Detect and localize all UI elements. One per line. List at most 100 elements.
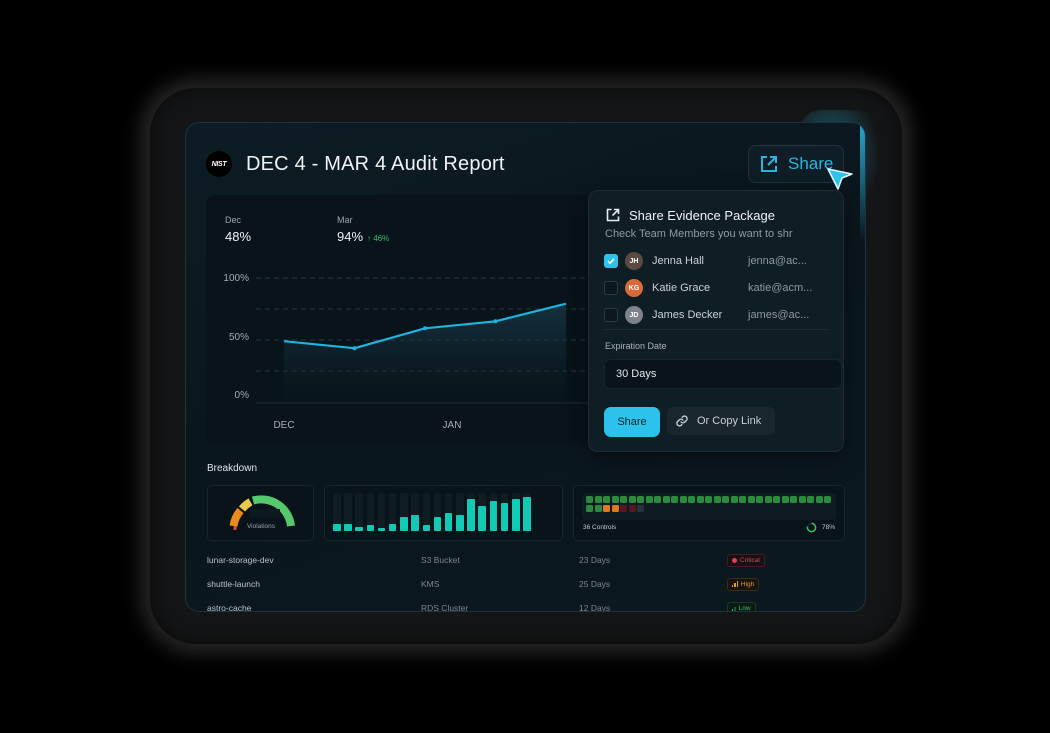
- share-evidence-popup: Share Evidence Package Check Team Member…: [588, 190, 844, 452]
- member-email: james@ac...: [748, 309, 810, 321]
- control-status-square: [739, 496, 746, 503]
- violations-gauge: Violations: [229, 495, 295, 531]
- popup-divider: [604, 329, 828, 330]
- member-email: jenna@ac...: [748, 255, 807, 267]
- bar: [456, 493, 464, 531]
- resource-name: astro-cache: [207, 603, 252, 612]
- external-share-icon: [761, 156, 777, 172]
- member-row-jenna[interactable]: JH Jenna Hall jenna@ac...: [604, 251, 834, 271]
- x-tick-jan: JAN: [443, 420, 462, 431]
- avatar: KG: [625, 279, 643, 297]
- bar: [444, 493, 453, 531]
- resource-age: 12 Days: [579, 603, 611, 612]
- control-status-square: [713, 496, 721, 503]
- control-status-square: [637, 496, 644, 503]
- bar: [344, 493, 352, 531]
- progress-ring-icon: [806, 522, 817, 533]
- line-chart: 100% 50% 0% DEC JAN: [223, 273, 606, 431]
- bar: [500, 493, 509, 531]
- control-status-square: [628, 505, 636, 512]
- resource-type: KMS: [421, 579, 440, 589]
- member-name: Katie Grace: [652, 282, 711, 294]
- popup-subtitle: Check Team Members you want to shr: [605, 228, 793, 240]
- control-status-square: [773, 496, 780, 503]
- control-status-square: [594, 496, 602, 503]
- signal-low-icon: [732, 605, 736, 611]
- gauge-label: Violations: [247, 523, 276, 530]
- breakdown-heading: Breakdown: [207, 463, 258, 474]
- control-status-square: [696, 496, 704, 503]
- bar: [523, 493, 531, 531]
- resource-name: shuttle-launch: [207, 579, 260, 589]
- resource-row[interactable]: shuttle-launch KMS 25 Days High: [207, 577, 847, 591]
- cursor-pointer-icon: [827, 168, 853, 190]
- popup-share-button[interactable]: Share: [604, 407, 660, 437]
- external-share-icon: [606, 208, 620, 222]
- bar: [400, 493, 408, 531]
- bar: [512, 493, 520, 531]
- control-status-square: [815, 496, 823, 503]
- bar: [377, 493, 386, 531]
- control-status-square: [662, 496, 670, 503]
- avatar: JD: [625, 306, 643, 324]
- control-status-square: [798, 496, 806, 503]
- stat-mar: Mar 94% ↑ 46%: [337, 215, 389, 244]
- check-icon: [607, 258, 615, 265]
- resource-type: S3 Bucket: [421, 555, 460, 565]
- expiration-select[interactable]: 30 Days: [604, 359, 842, 389]
- arrow-up-icon: ↑: [367, 234, 372, 243]
- member-row-katie[interactable]: KG Katie Grace katie@acm...: [604, 278, 834, 298]
- control-status-square: [603, 496, 610, 503]
- control-status-square: [688, 496, 695, 503]
- bar: [422, 493, 430, 531]
- share-button[interactable]: Share: [748, 145, 844, 183]
- bar: [433, 493, 442, 531]
- data-point[interactable]: [493, 319, 498, 324]
- control-status-square: [781, 496, 789, 503]
- bar: [467, 493, 475, 531]
- report-header: NIST DEC 4 - MAR 4 Audit Report: [206, 151, 505, 177]
- severity-badge: Critical: [727, 553, 765, 567]
- bar-chart: [333, 493, 531, 531]
- member-row-james[interactable]: JD James Decker james@ac...: [604, 305, 834, 325]
- compliance-chart-panel: Dec 48% Mar 94% ↑ 46%: [206, 195, 606, 445]
- avatar: JH: [625, 252, 643, 270]
- control-status-square: [637, 505, 644, 512]
- resource-row[interactable]: lunar-storage-dev S3 Bucket 23 Days Crit…: [207, 553, 847, 567]
- control-status-square: [645, 496, 653, 503]
- control-status-square: [654, 496, 661, 503]
- y-tick-100: 100%: [223, 273, 249, 284]
- bar: [489, 493, 498, 531]
- resource-age: 23 Days: [579, 555, 611, 565]
- member-checkbox[interactable]: [604, 308, 618, 322]
- data-point[interactable]: [352, 346, 357, 351]
- data-point[interactable]: [423, 326, 427, 331]
- bar: [388, 493, 397, 531]
- bar: [333, 493, 341, 531]
- popup-title: Share Evidence Package: [605, 207, 775, 223]
- control-status-square: [679, 496, 687, 503]
- copy-link-button[interactable]: Or Copy Link: [667, 407, 775, 435]
- member-name: Jenna Hall: [652, 255, 704, 267]
- nist-logo: NIST: [206, 151, 232, 177]
- control-status-square: [628, 496, 636, 503]
- bar: [355, 493, 363, 531]
- resource-row[interactable]: astro-cache RDS Cluster 12 Days Low: [207, 601, 847, 612]
- control-status-square: [790, 496, 797, 503]
- member-checkbox[interactable]: [604, 281, 618, 295]
- control-status-square: [620, 496, 627, 503]
- stat-delta: ↑ 46%: [367, 234, 390, 243]
- member-name: James Decker: [652, 309, 723, 321]
- critical-dot-icon: [732, 557, 737, 563]
- member-email: katie@acm...: [748, 282, 813, 294]
- bar: [366, 493, 375, 531]
- card-highlight-edge: [860, 123, 865, 243]
- bar: [411, 493, 419, 531]
- member-checkbox[interactable]: [604, 254, 618, 268]
- share-button-label: Share: [788, 154, 834, 173]
- y-tick-0: 0%: [235, 390, 250, 401]
- stat-value: 48%: [225, 229, 252, 244]
- trend-bars-card: [324, 485, 563, 541]
- violations-gauge-card: Violations: [207, 485, 314, 541]
- bar: [478, 493, 486, 531]
